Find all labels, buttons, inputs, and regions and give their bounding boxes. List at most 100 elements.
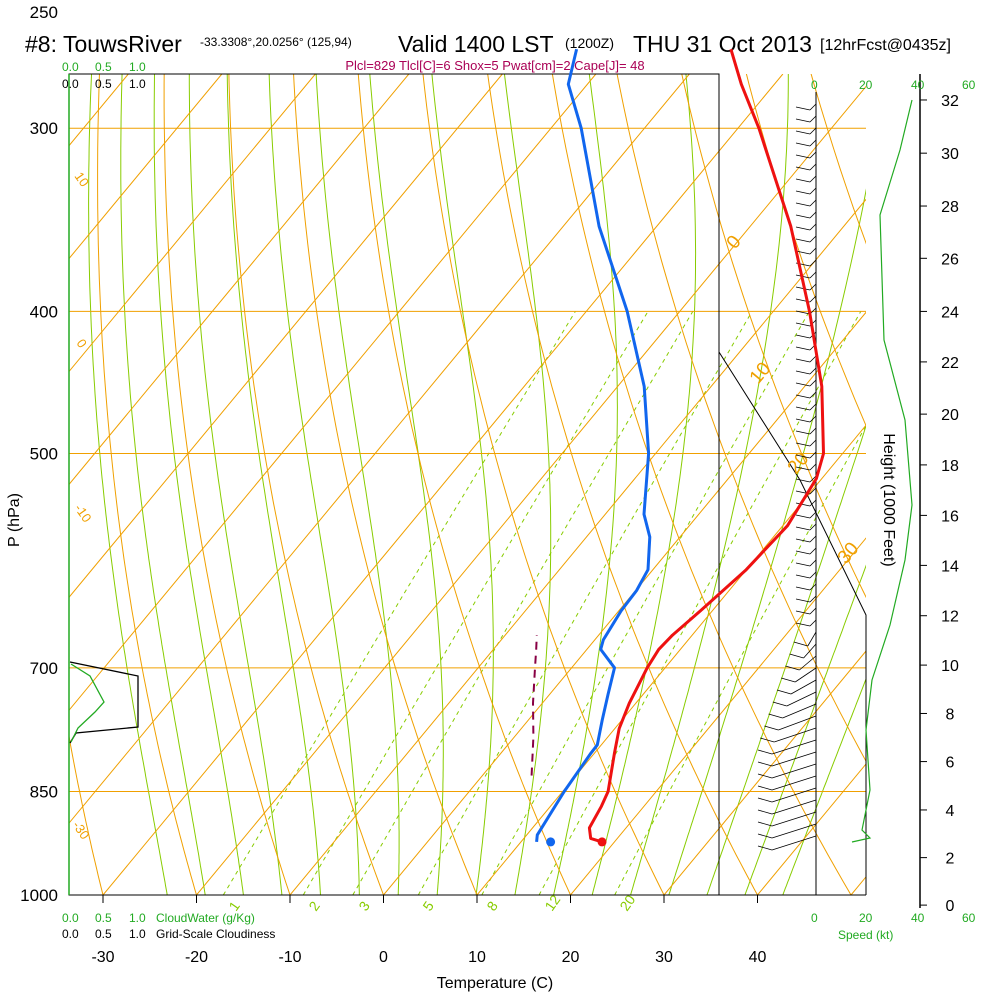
isotherm--20 xyxy=(196,85,866,895)
wind-barb xyxy=(809,379,817,387)
isotherm--110 xyxy=(0,74,35,895)
wind-barb-flag xyxy=(772,701,787,707)
wind-barb-flag xyxy=(795,514,811,519)
wind-barb-flag xyxy=(795,454,811,459)
top-black-0: 0.0 xyxy=(62,77,79,91)
wind-top-0: 0 xyxy=(811,78,818,92)
dry-adiabat-label: 30 xyxy=(834,539,864,569)
moist-adiabat-12 xyxy=(431,74,494,895)
x-tick-label: -10 xyxy=(278,949,301,966)
wind-barb xyxy=(809,427,817,435)
cloudwater-profile xyxy=(70,663,105,743)
wind-barb xyxy=(809,439,817,447)
wind-barb xyxy=(809,175,817,183)
height-tick-label: 10 xyxy=(941,658,959,675)
wind-barb xyxy=(809,391,817,399)
wind-barb xyxy=(809,451,817,459)
wind-barb-flag xyxy=(757,797,773,803)
height-tick-label: 22 xyxy=(941,355,959,372)
pressure-tick-label: 400 xyxy=(30,302,58,321)
wind-barb-flag xyxy=(789,653,804,659)
wind-bottom-40: 40 xyxy=(911,911,925,925)
moist-adiabat-44 xyxy=(782,677,866,895)
wind-barb xyxy=(809,355,817,363)
wind-barb xyxy=(778,715,817,731)
x-axis-ticks: -30 -20 -10 0 10 20 30 40 xyxy=(91,895,767,966)
wind-barb-flag xyxy=(795,154,811,159)
wind-barb-flag xyxy=(795,214,811,219)
wind-barb-flag xyxy=(764,725,779,731)
wind-barb-flag xyxy=(795,118,811,123)
height-tick-label: 16 xyxy=(941,508,959,525)
dry-adiabat-10 xyxy=(293,74,478,895)
wind-barb-flag xyxy=(795,322,811,327)
isotherm--100 xyxy=(69,74,129,147)
wind-barb xyxy=(786,691,817,707)
dry-adiabat--30 xyxy=(69,733,104,895)
cloud-panel xyxy=(68,74,139,895)
skewt-grid xyxy=(0,74,866,895)
isotherm-20 xyxy=(570,537,866,895)
wind-barb xyxy=(771,835,817,851)
dry-adiabat-60 xyxy=(616,74,866,763)
wind-barb-flag xyxy=(795,226,811,231)
bottom-green-2: 1.0 xyxy=(129,911,146,925)
mixing-ratio-label: 8 xyxy=(483,898,501,914)
wind-barb xyxy=(809,619,817,627)
mixing-ratio-1 xyxy=(222,311,576,895)
x-tick-label: 20 xyxy=(562,949,580,966)
wind-barb-flag xyxy=(795,418,811,423)
height-tick-label: 18 xyxy=(941,458,959,475)
x-tick-label: 0 xyxy=(379,949,388,966)
mixing-ratio-3 xyxy=(352,311,694,895)
wind-barb xyxy=(809,139,817,147)
dry-adiabat-70 xyxy=(681,74,866,599)
mixing-ratio-label: 5 xyxy=(419,898,437,914)
height-tick-label: 4 xyxy=(946,803,955,820)
dry-adiabat-90 xyxy=(810,74,866,245)
wind-barb xyxy=(809,367,817,375)
left-adiabat-label: -10 xyxy=(72,501,95,525)
zulu-time: (1200Z) xyxy=(565,35,614,51)
moist-adiabat--16 xyxy=(120,74,206,895)
isotherm-0 xyxy=(383,311,866,895)
wind-barb-flag xyxy=(795,238,811,243)
wind-barb xyxy=(809,475,817,483)
wind-barb-flag xyxy=(776,689,792,695)
wind-barb-flag xyxy=(795,250,811,255)
pressure-axis-ticks: 1000 850 700 500 400 300 250 xyxy=(20,3,58,905)
wind-barb-flag xyxy=(795,166,811,171)
wind-barb-flag xyxy=(795,430,811,435)
left-adiabat-label: 10 xyxy=(72,169,93,189)
wind-barb xyxy=(809,283,817,291)
moist-adiabat-0 xyxy=(268,74,360,895)
mixing-ratio-label: 3 xyxy=(355,898,373,914)
bottom-green-0: 0.0 xyxy=(62,911,79,925)
wind-barb-flag xyxy=(795,190,811,195)
wind-barb xyxy=(809,247,817,255)
valid-date: THU 31 Oct 2013 xyxy=(633,31,812,57)
wind-barb-flag xyxy=(768,713,783,719)
wind-barb xyxy=(809,163,817,171)
isotherms xyxy=(0,74,866,895)
height-tick-label: 30 xyxy=(941,146,959,163)
wind-barbs xyxy=(757,103,817,851)
speed-profile xyxy=(851,99,913,843)
wind-barb-flag xyxy=(795,586,811,591)
wind-barb xyxy=(771,787,817,803)
wind-barb-flag xyxy=(795,130,811,135)
wind-barb-flag xyxy=(795,394,811,399)
bottom-black-2: 1.0 xyxy=(129,927,146,941)
wind-top-40: 40 xyxy=(911,78,925,92)
pressure-tick-label: 250 xyxy=(30,3,58,22)
wind-barb xyxy=(809,259,817,267)
height-tick-label: 0 xyxy=(946,898,955,915)
height-tick-label: 26 xyxy=(941,251,959,268)
wind-barb xyxy=(809,103,817,111)
sounding-indices: Plcl=829 Tlcl[C]=6 Shox=5 Pwat[cm]=2 Cap… xyxy=(345,58,644,73)
wind-barb-flag xyxy=(757,809,773,815)
moist-adiabat-4 xyxy=(315,74,400,895)
